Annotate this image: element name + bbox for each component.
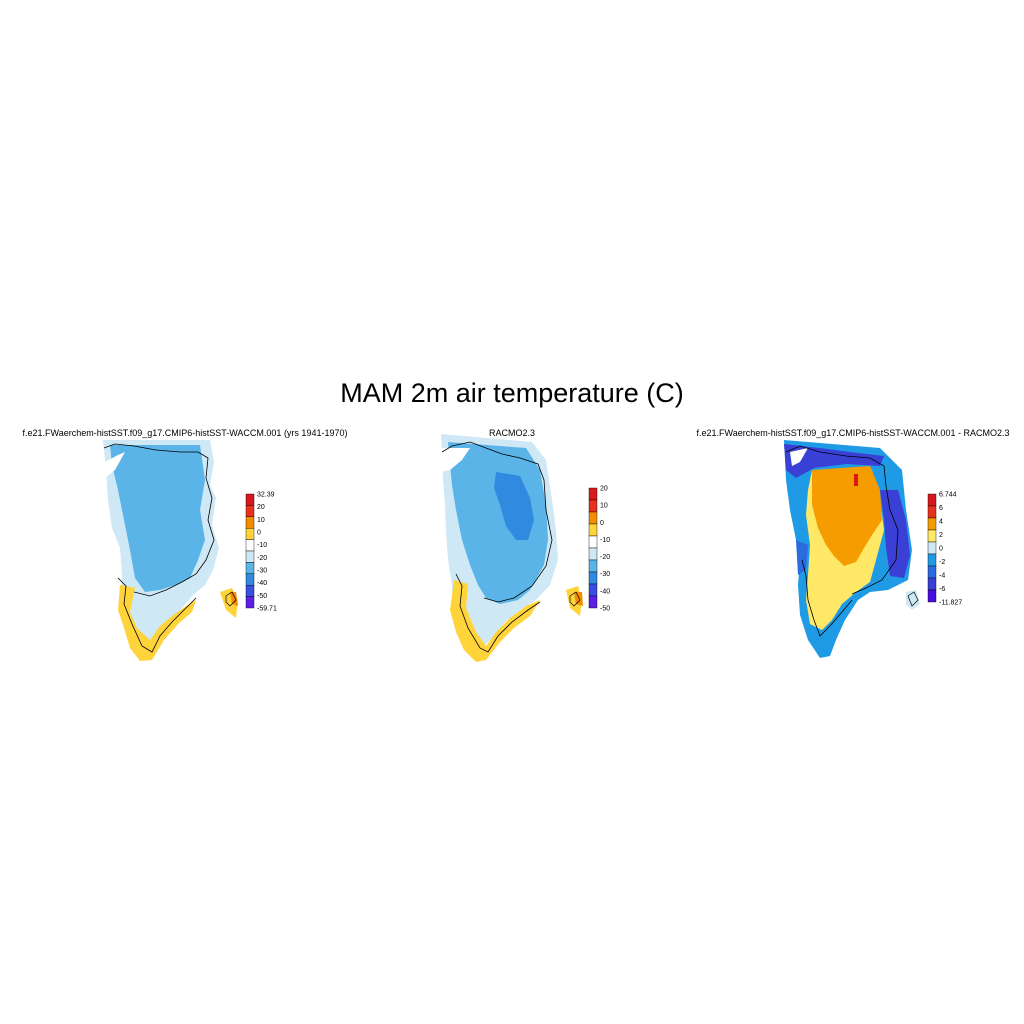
colorbar-tick-label: 0 <box>257 530 261 537</box>
greenland-east-patch-warm <box>574 592 583 606</box>
colorbar-swatch <box>927 553 937 567</box>
colorbar-swatch <box>245 596 255 609</box>
colorbar-swatch <box>927 541 937 555</box>
panel-2-colorbar: 20 10 0 -10 -20 -30 -40 -50 <box>588 486 610 613</box>
colorbar-tick-label: -6 <box>939 586 945 593</box>
colorbar-swatch <box>588 487 598 501</box>
island-coastline <box>569 591 581 607</box>
colorbar-swatch <box>245 516 255 529</box>
panel-3-colorbar: 6.744 6 4 2 0 -2 -4 -6 -11.827 <box>927 492 962 607</box>
colorbar-tick-label: -10 <box>257 542 267 549</box>
greenland-east-patch-warm <box>230 592 238 606</box>
colorbar-swatch <box>927 493 937 507</box>
panel-1-title: f.e21.FWaerchem-histSST.f09_g17.CMIP6-hi… <box>22 428 348 438</box>
panel-2-map <box>441 434 583 662</box>
colorbar-tick-label: -40 <box>600 588 610 595</box>
panel-3-title: f.e21.FWaerchem-histSST.f09_g17.CMIP6-hi… <box>696 428 1010 438</box>
greenland-coastline <box>441 441 553 653</box>
colorbar-tick-label: -30 <box>257 568 267 575</box>
colorbar-swatch <box>588 583 598 597</box>
colorbar-tick-label: 4 <box>939 519 943 526</box>
colorbar-tick-label: -20 <box>600 554 610 561</box>
greenland-ice-coldest <box>494 472 534 540</box>
colorbar-swatch <box>245 573 255 586</box>
colorbar-tick-label: 6.744 <box>939 492 957 499</box>
colorbar-tick-label: -2 <box>939 559 945 566</box>
colorbar-swatch <box>588 535 598 549</box>
colorbar-tick-label: 20 <box>257 504 265 511</box>
colorbar-tick-label: 6 <box>939 505 943 512</box>
diff-north-gap <box>790 448 808 466</box>
greenland-ice-cold <box>448 442 548 604</box>
colorbar-swatch <box>927 505 937 519</box>
colorbar-tick-label: -20 <box>257 555 267 562</box>
colorbar-swatch <box>245 585 255 597</box>
diff-orange <box>812 466 882 566</box>
colorbar-swatch <box>927 517 937 531</box>
greenland-south-coast <box>450 580 540 662</box>
colorbar-swatch <box>245 493 255 506</box>
island-coastline <box>907 591 919 607</box>
colorbar-tick-label: -40 <box>257 580 267 587</box>
panel-1-map <box>103 440 238 661</box>
colorbar-swatch <box>927 577 937 591</box>
colorbar-swatch <box>588 499 598 513</box>
colorbar-swatch <box>245 550 255 563</box>
greenland-south-coast <box>118 585 196 661</box>
colorbar-swatch <box>245 505 255 517</box>
colorbar-swatch <box>927 529 937 543</box>
colorbar-swatch <box>927 589 937 603</box>
colorbar-tick-label: -11.827 <box>939 600 962 607</box>
diff-red-spot <box>854 474 858 486</box>
diff-north-strong-blue <box>784 444 884 478</box>
colorbar-tick-label: 2 <box>939 532 943 539</box>
island-coastline <box>225 591 237 607</box>
colorbar-swatch <box>588 523 598 537</box>
colorbar-swatch <box>245 528 255 540</box>
colorbar-tick-label: -50 <box>600 606 610 613</box>
colorbar-swatch <box>588 571 598 585</box>
greenland-ice-cold <box>110 445 205 592</box>
figure-title: MAM 2m air temperature (C) <box>340 378 684 408</box>
colorbar-swatch <box>588 559 598 573</box>
colorbar-tick-label: -10 <box>600 537 610 544</box>
colorbar-swatch <box>927 565 937 579</box>
panel-3-map <box>784 440 920 658</box>
colorbar-tick-label: 0 <box>939 546 943 553</box>
diff-west-blue <box>796 540 808 575</box>
colorbar-tick-label: 0 <box>600 520 604 527</box>
colorbar-tick-label: 20 <box>600 486 608 493</box>
greenland-coastline <box>103 443 215 653</box>
colorbar-tick-label: -30 <box>600 571 610 578</box>
greenland-north-gap <box>441 448 470 472</box>
greenland-coastline <box>785 445 899 637</box>
colorbar-swatch <box>245 562 255 575</box>
colorbar-tick-label: 10 <box>600 503 608 510</box>
colorbar-swatch <box>245 539 255 552</box>
diff-east-strong-blue <box>880 490 910 578</box>
colorbar-tick-label: -4 <box>939 573 945 580</box>
colorbar-tick-label: 10 <box>257 517 265 524</box>
colorbar-tick-label: 32.39 <box>257 492 275 499</box>
panel-2-title: RACMO2.3 <box>488 428 536 438</box>
colorbar-tick-label: -50 <box>257 593 267 600</box>
greenland-north-gap <box>105 452 125 478</box>
colorbar-swatch <box>588 595 598 609</box>
panel-1-colorbar: 32.39 20 10 0 -10 -20 -30 -40 -50 -59.71 <box>245 492 277 613</box>
colorbar-tick-label: -59.71 <box>257 606 277 613</box>
colorbar-swatch <box>588 511 598 525</box>
colorbar-swatch <box>588 547 598 561</box>
